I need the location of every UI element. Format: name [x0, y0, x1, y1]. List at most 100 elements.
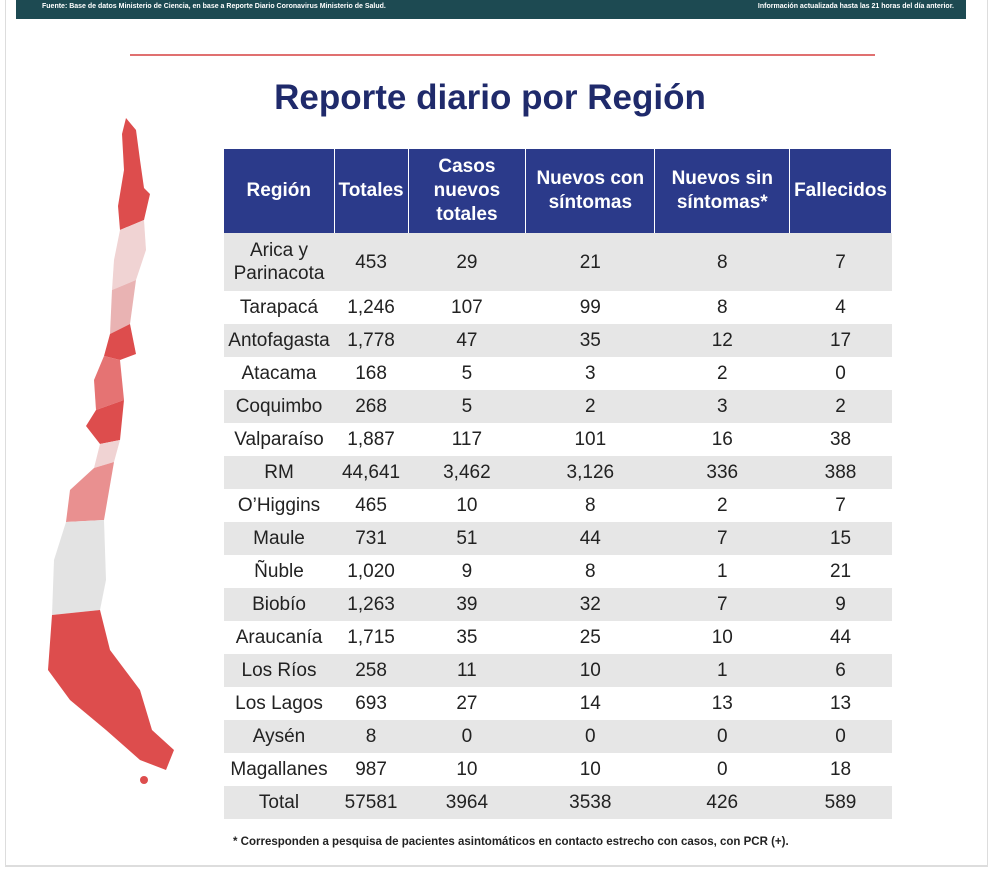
value-cell: 589	[789, 786, 892, 819]
region-cell: Araucanía	[235, 627, 323, 648]
value-cell: 0	[525, 720, 655, 753]
header-row: Región Totales Casos nuevos totales Nuevos …	[224, 149, 892, 233]
value-cell: 21	[829, 561, 852, 582]
value-cell: 8	[334, 720, 409, 753]
value-cell: 0	[789, 720, 892, 753]
value-cell: 107	[451, 297, 483, 318]
value-cell: 99	[579, 297, 601, 318]
region-cell: Los Ríos	[224, 654, 334, 687]
footnote: * Corresponden a pesquisa de pacientes a…	[233, 836, 789, 848]
region	[86, 400, 124, 444]
value-cell: 5	[461, 363, 473, 384]
region-cell: Total	[224, 786, 334, 819]
value-cell: 44	[525, 522, 655, 555]
region	[104, 324, 136, 360]
value-cell: 3,462	[408, 456, 526, 489]
region	[94, 356, 124, 410]
table-row: RM 44,641 3,462 3,126 336 388	[224, 456, 892, 489]
region-cell: Biobío	[224, 588, 334, 621]
value-cell: 10	[525, 654, 655, 687]
table-row: Atacama 168 5 3 2 0	[224, 357, 892, 390]
value-cell: 1,715	[347, 627, 395, 648]
value-cell: 4	[835, 297, 846, 318]
value-cell: 17	[789, 324, 892, 357]
region-cell: Tarapacá	[239, 297, 319, 318]
value-cell: 693	[355, 693, 387, 714]
region-cell: RM	[224, 456, 334, 489]
value-cell: 7	[654, 588, 790, 621]
value-cell: 168	[355, 363, 387, 384]
region	[110, 280, 136, 334]
region	[118, 118, 150, 230]
divider	[130, 54, 875, 56]
region-cell: O’Higgins	[237, 495, 321, 516]
table: Región Totales Casos nuevos totales Nuevos …	[224, 149, 892, 819]
table-row: Los Ríos 258 11 10 1 6	[224, 654, 892, 687]
value-cell: 9	[461, 561, 473, 582]
value-cell: 3	[654, 390, 790, 423]
value-cell: 57581	[334, 786, 409, 819]
value-cell: 13	[711, 693, 733, 714]
value-cell: 268	[334, 390, 409, 423]
column-header: Casos nuevos totales	[408, 149, 527, 233]
table-row: Biobío 1,263 39 32 7 9	[224, 588, 892, 621]
updated: Información actualizada hasta las 21 hor…	[757, 3, 954, 10]
value-cell: 2	[789, 390, 892, 423]
value-cell: 11	[408, 654, 526, 687]
value-cell: 2	[716, 495, 728, 516]
region-cell: Ñuble	[254, 561, 304, 582]
table-body: Arica y Parinacota 453 29 21 8 7 Tarapacá 1,246…	[224, 233, 892, 819]
value-cell: 1	[716, 561, 728, 582]
region-cell: Magallanes	[230, 759, 328, 780]
value-cell: 44	[829, 627, 852, 648]
table-row: Araucanía 1,715 35 25 10 44	[224, 621, 892, 654]
value-cell: 8	[716, 297, 728, 318]
value-cell: 29	[408, 233, 526, 291]
column-header: Nuevos sin síntomas*	[654, 149, 791, 233]
column-header: Totales	[334, 149, 409, 233]
value-cell: 987	[355, 759, 387, 780]
region-cell: Maule	[224, 522, 334, 555]
column-header: Fallecidos	[789, 149, 892, 233]
value-cell: 3538	[525, 786, 655, 819]
value-cell: 10	[456, 495, 478, 516]
value-cell: 7	[654, 522, 790, 555]
value-cell: 14	[579, 693, 601, 714]
value-cell: 25	[579, 627, 601, 648]
source: Fuente: Base de datos Ministerio de Cien…	[42, 3, 386, 10]
value-cell: 10	[456, 759, 478, 780]
value-cell: 2	[525, 390, 655, 423]
region-cell: Antofagasta	[224, 324, 334, 357]
value-cell: 38	[829, 429, 852, 450]
table-row: Valparaíso 1,887 117 101 16 38	[224, 423, 892, 456]
column-header: Región	[224, 149, 335, 233]
value-cell: 5	[408, 390, 526, 423]
table-row: Aysén 8 0 0 0 0	[224, 720, 892, 753]
value-cell: 51	[408, 522, 526, 555]
value-cell: 21	[525, 233, 655, 291]
value-cell: 453	[334, 233, 409, 291]
source-bar: Fuente: Base de datos Ministerio de Cien…	[16, 0, 966, 19]
value-cell: 6	[789, 654, 892, 687]
region	[48, 610, 174, 770]
region-cell: Aysén	[224, 720, 334, 753]
value-cell: 258	[334, 654, 409, 687]
value-cell: 27	[456, 693, 478, 714]
value-cell: 1,246	[347, 297, 395, 318]
value-cell: 0	[654, 720, 790, 753]
value-cell: 9	[789, 588, 892, 621]
value-cell: 8	[585, 495, 596, 516]
value-cell: 101	[574, 429, 607, 450]
region-cell: Los Lagos	[235, 693, 323, 714]
value-cell: 388	[789, 456, 892, 489]
value-cell: 8	[585, 561, 596, 582]
value-cell: 39	[408, 588, 526, 621]
value-cell: 2	[716, 363, 728, 384]
value-cell: 426	[654, 786, 790, 819]
value-cell: 10	[711, 627, 733, 648]
region-cell: Arica y Parinacota	[224, 233, 334, 291]
frame	[5, 0, 988, 867]
value-cell: 7	[835, 495, 846, 516]
table-row: Antofagasta 1,778 47 35 12 17	[224, 324, 892, 357]
